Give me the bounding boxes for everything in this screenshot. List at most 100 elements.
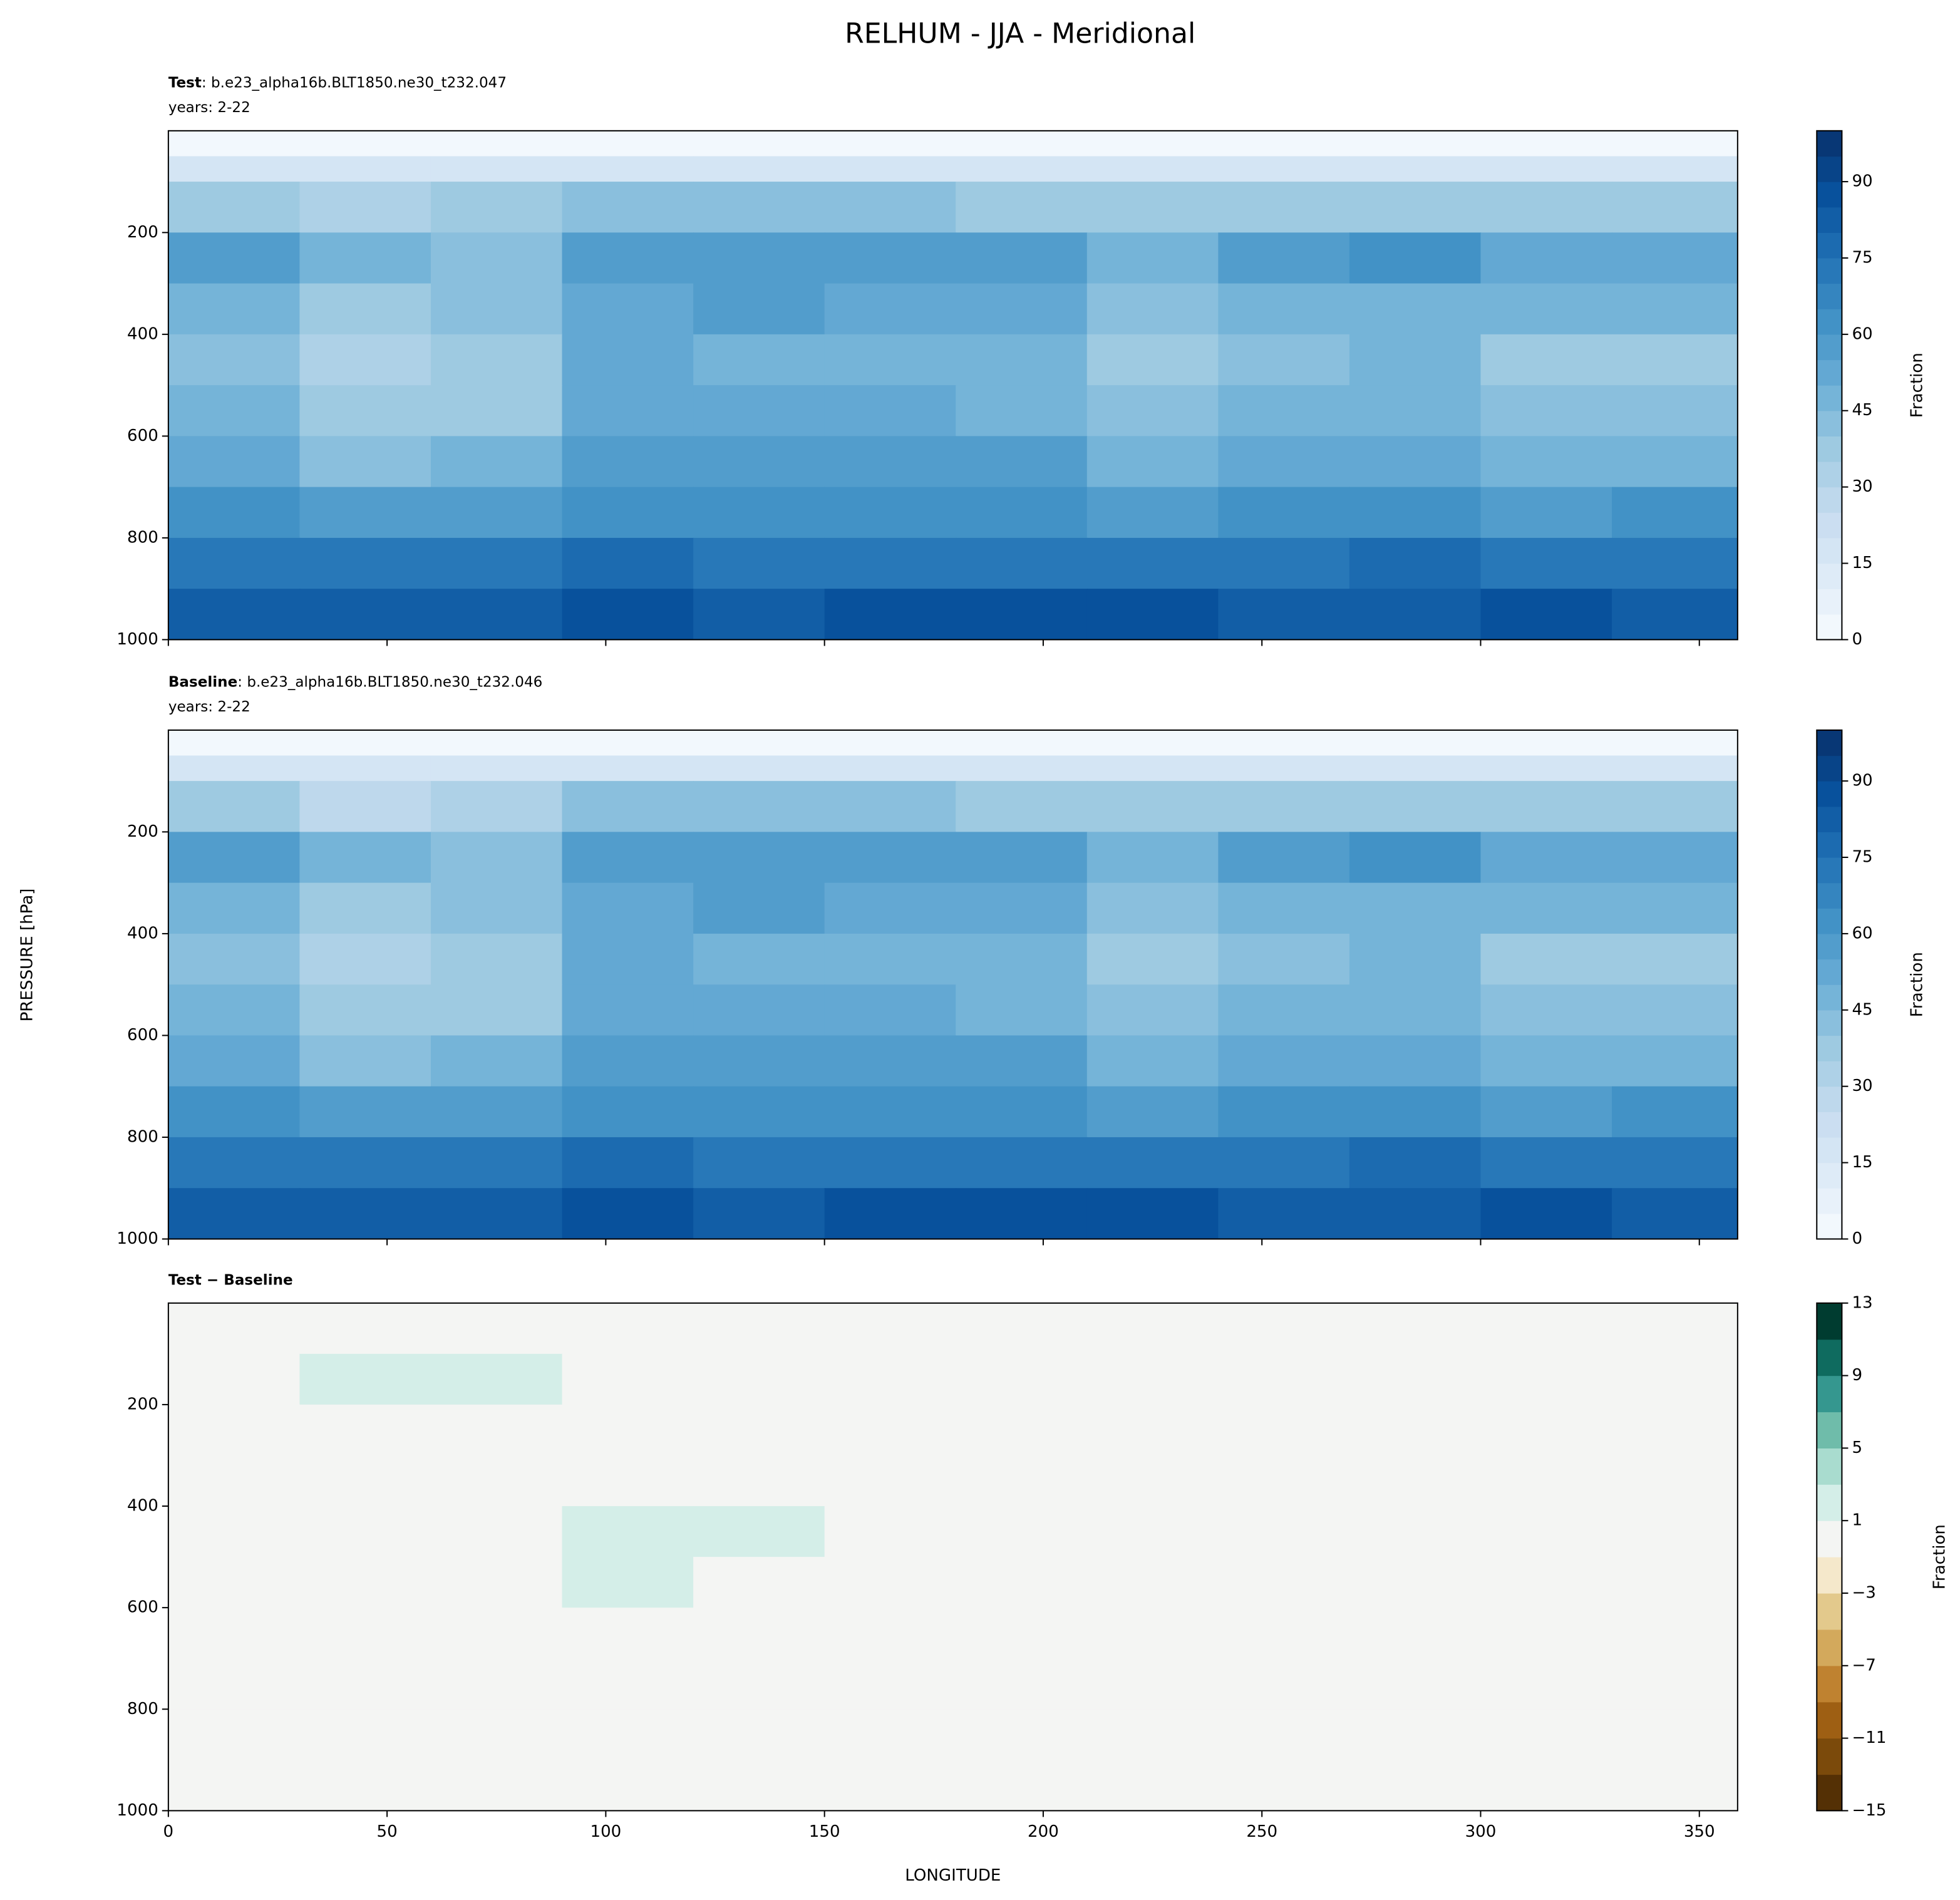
contour-cell: [562, 781, 694, 833]
contour-field: [168, 1303, 1738, 1811]
contour-cell: [562, 1137, 694, 1189]
colorbar-band: [1817, 1521, 1842, 1557]
contour-cell: [824, 781, 957, 833]
contour-cell: [430, 436, 563, 488]
contour-cell: [1349, 1455, 1482, 1507]
contour-cell: [299, 182, 431, 234]
contour-cell: [956, 1353, 1088, 1405]
contour-cell: [299, 832, 431, 884]
contour-cell: [299, 1608, 431, 1660]
contour-cell: [956, 1506, 1088, 1558]
contour-cell: [168, 182, 301, 234]
contour-cell: [168, 156, 301, 183]
contour-cell: [1612, 933, 1738, 986]
contour-cell: [299, 730, 431, 756]
contour-cell: [430, 832, 563, 884]
contour-cell: [1218, 1658, 1350, 1710]
contour-cell: [1480, 487, 1613, 539]
contour-cell: [1480, 730, 1613, 756]
contour-cell: [299, 1557, 431, 1609]
colorbar-tick-label: 90: [1852, 772, 1872, 790]
contour-cell: [1086, 385, 1219, 437]
contour-cell: [1349, 1328, 1482, 1355]
contour-cell: [430, 156, 563, 183]
contour-cell: [956, 589, 1088, 640]
contour-cell: [1480, 182, 1613, 234]
contour-cell: [1480, 1658, 1613, 1710]
colorbar-band: [1817, 130, 1842, 157]
contour-cell: [168, 537, 301, 590]
contour-cell: [1480, 589, 1613, 640]
contour-cell: [1480, 283, 1613, 335]
colorbar-band: [1817, 410, 1842, 436]
contour-cell: [430, 1608, 563, 1660]
contour-cell: [824, 1328, 957, 1355]
contour-cell: [1612, 1353, 1738, 1405]
y-tick-label: 800: [127, 1700, 158, 1718]
panel-title: Test: b.e23_alpha16b.BLT1850.ne30_t232.0…: [168, 75, 507, 91]
contour-cell: [1086, 232, 1219, 284]
contour-cell: [562, 1035, 694, 1087]
colorbar-band: [1817, 487, 1842, 513]
contour-cell: [824, 1188, 957, 1239]
contour-cell: [693, 1404, 825, 1456]
contour-cell: [956, 1709, 1088, 1761]
contour-cell: [299, 436, 431, 488]
contour-cell: [1480, 1086, 1613, 1138]
colorbar-band: [1817, 806, 1842, 832]
contour-cell: [824, 385, 957, 437]
y-tick-label: 400: [127, 1497, 158, 1515]
contour-cell: [1480, 933, 1613, 986]
contour-cell: [1612, 1709, 1738, 1761]
contour-cell: [693, 487, 825, 539]
contour-cell: [1218, 436, 1350, 488]
contour-cell: [1349, 537, 1482, 590]
contour-cell: [1612, 385, 1738, 437]
contour-cell: [824, 755, 957, 782]
contour-cell: [1218, 487, 1350, 539]
contour-cell: [430, 933, 563, 986]
contour-cell: [824, 1404, 957, 1456]
contour-cell: [1349, 984, 1482, 1036]
contour-cell: [1218, 1137, 1350, 1189]
contour-cell: [1349, 182, 1482, 234]
contour-cell: [824, 537, 957, 590]
contour-cell: [1349, 1188, 1482, 1239]
contour-cell: [299, 1709, 431, 1761]
contour-cell: [693, 1328, 825, 1355]
contour-cell: [168, 1303, 301, 1329]
contour-cell: [1480, 1455, 1613, 1507]
colorbar-tick-label: −3: [1852, 1583, 1875, 1602]
contour-cell: [693, 1455, 825, 1507]
contour-cell: [956, 1188, 1088, 1239]
contour-cell: [956, 1760, 1088, 1811]
contour-cell: [693, 1608, 825, 1660]
contour-cell: [1612, 130, 1738, 157]
contour-cell: [562, 1506, 694, 1558]
contour-cell: [1218, 1760, 1350, 1811]
contour-cell: [1218, 933, 1350, 986]
contour-cell: [430, 1137, 563, 1189]
contour-cell: [693, 232, 825, 284]
contour-cell: [956, 283, 1088, 335]
panel-title-bold: Test − Baseline: [168, 1272, 293, 1288]
contour-cell: [562, 1455, 694, 1507]
contour-cell: [168, 1760, 301, 1811]
contour-cell: [956, 1608, 1088, 1660]
contour-cell: [1086, 537, 1219, 590]
contour-cell: [1480, 1303, 1613, 1329]
colorbar-band: [1817, 1086, 1842, 1112]
contour-cell: [1480, 537, 1613, 590]
contour-cell: [1086, 882, 1219, 934]
colorbar-label: Fraction: [1907, 353, 1926, 418]
contour-cell: [168, 1455, 301, 1507]
contour-cell: [299, 487, 431, 539]
contour-cell: [1218, 1035, 1350, 1087]
contour-cell: [956, 1303, 1088, 1329]
contour-cell: [1218, 1303, 1350, 1329]
contour-cell: [430, 385, 563, 437]
contour-cell: [1349, 1506, 1482, 1558]
contour-cell: [1086, 781, 1219, 833]
contour-cell: [1349, 1557, 1482, 1609]
colorbar-band: [1817, 1137, 1842, 1164]
